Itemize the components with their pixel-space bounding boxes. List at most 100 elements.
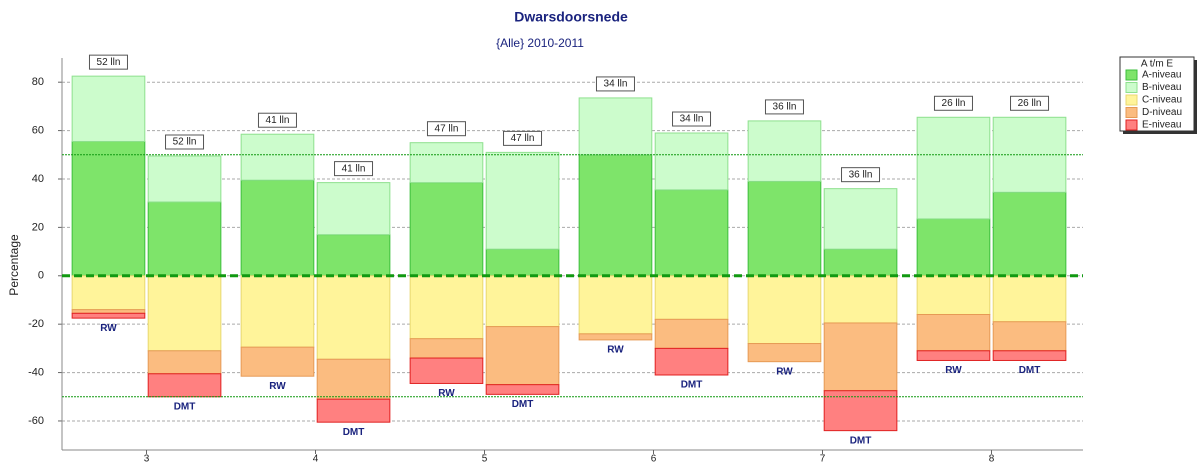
bar-name-label: DMT [174, 401, 196, 412]
bar-name-label: DMT [343, 427, 365, 438]
bar-name-label: DMT [681, 380, 703, 391]
bar-segment [916, 313, 991, 352]
x-tick-label: 7 [820, 454, 826, 463]
legend-label: D-niveau [1142, 107, 1182, 118]
chart-title: Dwarsdoorsnede [514, 9, 628, 25]
legend-label: C-niveau [1142, 95, 1182, 106]
count-label-box [933, 95, 973, 111]
bar-segment [316, 182, 391, 236]
bar-segment [240, 275, 315, 348]
bar-segment [823, 322, 898, 392]
bar-segment [316, 275, 391, 360]
bar-segment [823, 188, 898, 250]
legend-swatch [1125, 69, 1138, 81]
bar-name-label: RW [269, 381, 286, 392]
x-tick-label: 4 [313, 454, 319, 463]
bar-segment [747, 180, 822, 277]
count-label: 34 lln [604, 79, 628, 90]
legend-swatch [1125, 82, 1138, 93]
bar-segment [823, 390, 898, 432]
count-label-box [426, 121, 466, 137]
y-axis-label: Percentage [7, 234, 21, 296]
count-label-box [165, 134, 205, 150]
count-label-box [764, 99, 804, 115]
bar-segment [916, 218, 991, 277]
bar-segment [71, 140, 146, 277]
bar-segment [409, 338, 484, 359]
bar-segment [409, 357, 484, 384]
bar-segment [485, 384, 560, 395]
bar-segment [916, 275, 991, 315]
bar-segment [992, 321, 1067, 352]
count-label-box [503, 130, 543, 146]
bar-segment [992, 191, 1067, 277]
bar-segment [316, 234, 391, 277]
x-tick-label: 8 [989, 454, 995, 463]
y-tick-label: -40 [28, 366, 44, 378]
count-label-box [88, 54, 128, 70]
bar-name-label: RW [438, 388, 455, 399]
bar-segment [409, 182, 484, 277]
y-tick-label: 80 [32, 76, 44, 88]
bar-segment [485, 151, 560, 250]
bar-segment [578, 154, 653, 277]
y-tick-label: 20 [32, 221, 44, 233]
bar-segment [654, 189, 729, 277]
bar-segment [485, 275, 560, 328]
bar-segment [316, 398, 391, 423]
legend-label: E-niveau [1142, 120, 1181, 131]
y-tick-label: 0 [38, 270, 44, 282]
bar-segment [409, 142, 484, 184]
bar-segment [916, 116, 991, 220]
legend-label: B-niveau [1142, 82, 1181, 93]
legend-swatch [1125, 107, 1138, 118]
bar-segment [147, 275, 222, 352]
count-label: 34 lln [680, 114, 704, 125]
bar-segment [654, 275, 729, 320]
count-label: 26 lln [942, 98, 966, 109]
y-tick-label: -60 [28, 415, 44, 427]
bar-name-label: DMT [1019, 365, 1041, 376]
x-tick-label: 6 [651, 454, 657, 463]
bar-segment [654, 132, 729, 191]
bar-segment [240, 346, 315, 377]
count-label: 52 lln [97, 57, 121, 68]
bar-segment [823, 275, 898, 324]
count-label: 47 lln [435, 123, 459, 134]
legend-title: A t/m E [1141, 59, 1174, 70]
bar-name-label: RW [100, 323, 117, 334]
bar-segment [147, 155, 222, 203]
bar-segment [71, 275, 146, 311]
legend-swatch [1125, 94, 1138, 106]
bar-name-label: RW [776, 366, 793, 377]
count-label: 52 lln [173, 137, 197, 148]
bar-segment [71, 75, 146, 142]
y-tick-label: -20 [28, 318, 44, 330]
bar-segment [485, 326, 560, 386]
x-tick-label: 3 [144, 454, 150, 463]
bar-name-label: RW [607, 345, 624, 356]
bar-segment [654, 347, 729, 376]
bar-segment [71, 309, 146, 314]
bar-segment [823, 248, 898, 277]
legend-box [1119, 56, 1195, 132]
bar-name-label: DMT [512, 399, 534, 410]
count-label: 47 lln [511, 133, 535, 144]
bar-segment [747, 120, 822, 182]
count-label-box [595, 76, 635, 92]
bar-segment [240, 179, 315, 277]
legend-label: A-niveau [1142, 70, 1181, 81]
bar-segment [747, 275, 822, 345]
count-label: 36 lln [773, 102, 797, 113]
bar-segment [992, 350, 1067, 361]
bar-segment [147, 201, 222, 277]
count-label-box [334, 161, 374, 177]
count-label-box [841, 167, 881, 183]
count-label: 41 lln [266, 115, 290, 126]
bar-segment [316, 358, 391, 400]
bar-segment [578, 333, 653, 341]
bar-segment [916, 350, 991, 361]
bar-segment [654, 318, 729, 349]
bar-name-label: RW [945, 365, 962, 376]
